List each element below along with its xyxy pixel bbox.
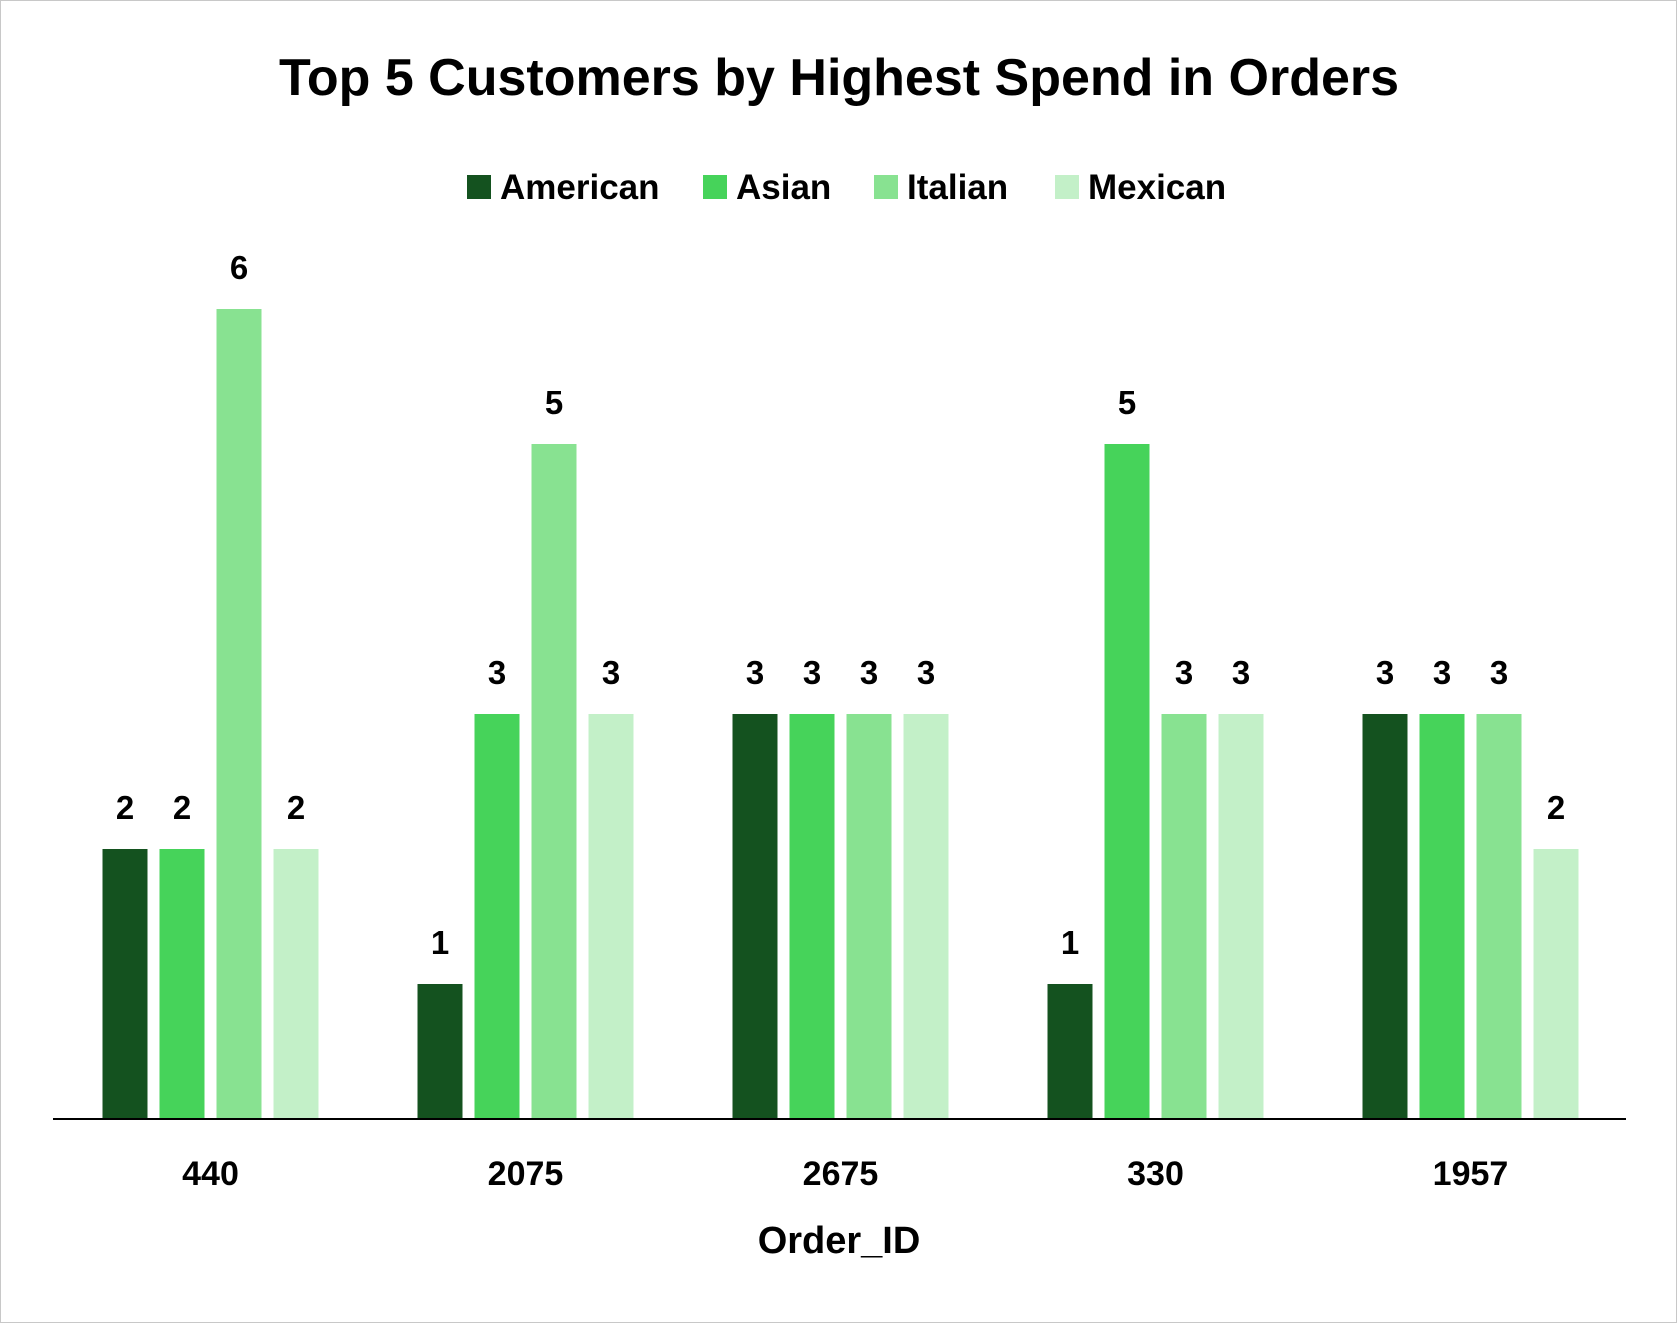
x-tick-label-2075: 2075 (488, 1155, 564, 1193)
bar-italian-2675 (846, 714, 892, 1119)
data-label-italian-440: 6 (230, 249, 248, 286)
data-label-italian-2675: 3 (860, 654, 878, 691)
x-tick-label-1957: 1957 (1433, 1155, 1509, 1193)
bars (102, 309, 1579, 1119)
bar-american-1957 (1362, 714, 1408, 1119)
legend: American Asian Italian Mexican (467, 168, 1226, 207)
bar-mexican-330 (1218, 714, 1264, 1119)
bar-american-330 (1047, 984, 1093, 1119)
bar-asian-1957 (1419, 714, 1465, 1119)
legend-label-asian: Asian (736, 168, 831, 207)
data-label-asian-440: 2 (173, 789, 191, 826)
legend-label-american: American (500, 168, 660, 207)
x-axis-title: Order_ID (758, 1220, 921, 1262)
legend-swatch-american (467, 175, 491, 199)
bar-italian-2075 (531, 444, 577, 1119)
data-label-american-440: 2 (116, 789, 134, 826)
data-label-mexican-2075: 3 (602, 654, 620, 691)
data-label-mexican-1957: 2 (1547, 789, 1565, 826)
chart-title: Top 5 Customers by Highest Spend in Orde… (279, 49, 1399, 107)
x-tick-label-330: 330 (1127, 1155, 1184, 1193)
data-label-asian-1957: 3 (1433, 654, 1451, 691)
data-label-asian-2075: 3 (488, 654, 506, 691)
data-label-asian-330: 5 (1118, 384, 1136, 421)
data-label-italian-1957: 3 (1490, 654, 1508, 691)
legend-swatch-mexican (1055, 175, 1079, 199)
data-label-american-2075: 1 (431, 924, 449, 961)
bar-american-440 (102, 849, 148, 1119)
legend-swatch-italian (874, 175, 898, 199)
bar-american-2675 (732, 714, 778, 1119)
data-label-mexican-330: 3 (1232, 654, 1250, 691)
data-label-asian-2675: 3 (803, 654, 821, 691)
data-label-american-1957: 3 (1376, 654, 1394, 691)
bar-asian-2675 (789, 714, 835, 1119)
legend-label-italian: Italian (907, 168, 1008, 207)
data-label-mexican-2675: 3 (917, 654, 935, 691)
bar-mexican-440 (273, 849, 319, 1119)
bar-mexican-2675 (903, 714, 949, 1119)
bar-asian-330 (1104, 444, 1150, 1119)
x-tick-label-2675: 2675 (803, 1155, 879, 1193)
bar-italian-440 (216, 309, 262, 1119)
bar-asian-440 (159, 849, 205, 1119)
bar-asian-2075 (474, 714, 520, 1119)
bar-american-2075 (417, 984, 463, 1119)
data-label-american-2675: 3 (746, 654, 764, 691)
bar-italian-1957 (1476, 714, 1522, 1119)
legend-label-mexican: Mexican (1088, 168, 1226, 207)
data-label-mexican-440: 2 (287, 789, 305, 826)
legend-swatch-asian (703, 175, 727, 199)
x-tick-labels: 440 2075 2675 330 1957 (182, 1155, 1508, 1193)
bar-italian-330 (1161, 714, 1207, 1119)
data-label-italian-330: 3 (1175, 654, 1193, 691)
bar-mexican-2075 (588, 714, 634, 1119)
data-labels: 2 2 6 2 1 3 5 3 3 3 3 3 1 5 3 3 3 3 3 2 (116, 249, 1565, 961)
x-tick-label-440: 440 (182, 1155, 239, 1193)
bar-mexican-1957 (1533, 849, 1579, 1119)
data-label-italian-2075: 5 (545, 384, 563, 421)
data-label-american-330: 1 (1061, 924, 1079, 961)
